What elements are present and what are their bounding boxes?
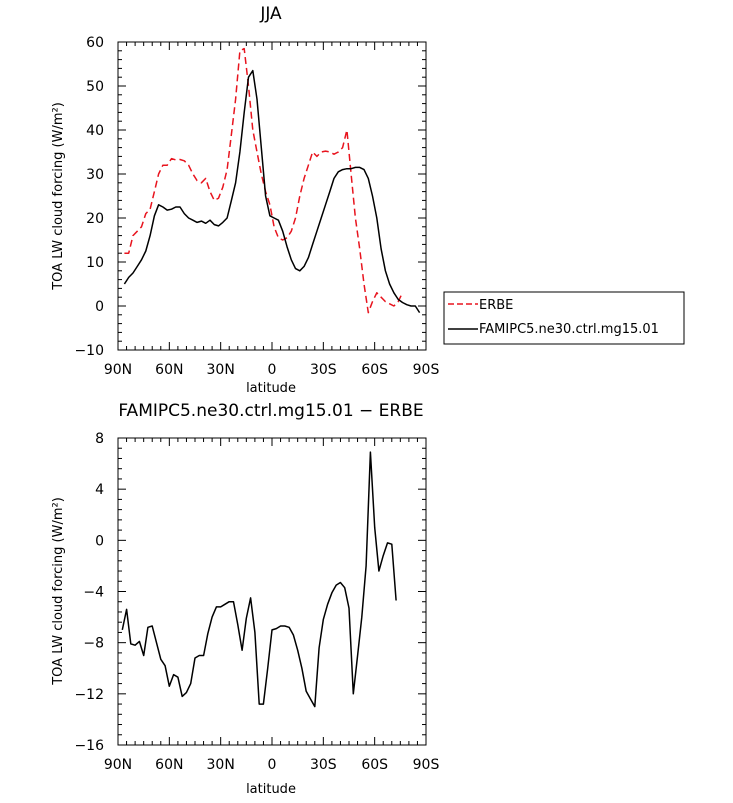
top-x-tick-label: 30S: [310, 362, 337, 378]
bottom-y-tick-label: −8: [83, 636, 104, 652]
top-x-tick-label: 30N: [207, 362, 235, 378]
top-chart-title: JJA: [259, 4, 282, 24]
top-y-tick-label: 50: [86, 79, 104, 95]
top-y-tick-label: 30: [86, 167, 104, 183]
bottom-x-tick-label: 30N: [207, 757, 235, 773]
top-x-tick-label: 0: [268, 362, 277, 378]
bottom-plot-area: 90N 60N 30N 0 30S 60S 90S −16 −12 −8 −4 0 4 8: [74, 431, 439, 773]
top-plot-area: 90N 60N 30N 0 30S 60S 90S −10 0 10 20 30 40 50 60: [74, 35, 439, 378]
legend: ERBE FAMIPC5.ne30.ctrl.mg15.01: [443, 291, 685, 345]
legend-erbe-label: ERBE: [479, 298, 513, 313]
top-x-tick-label: 90S: [413, 362, 440, 378]
bottom-y-tick-label: −4: [83, 585, 104, 601]
legend-model-label: FAMIPC5.ne30.ctrl.mg15.01: [479, 322, 659, 337]
top-y-tick-label: 10: [86, 255, 104, 271]
bottom-y-tick-label: 4: [95, 482, 104, 498]
bottom-plot-frame: [117, 437, 427, 746]
top-x-tick-label: 90N: [104, 362, 132, 378]
bottom-series-line-difference: [121, 451, 397, 708]
top-x-tick-label: 60N: [155, 362, 183, 378]
bottom-chart-panel: FAMIPC5.ne30.ctrl.mg15.01 − ERBE 90N 60N 3…: [51, 401, 439, 797]
top-x-tick-label: 60S: [361, 362, 388, 378]
top-y-tick-label: 40: [86, 123, 104, 139]
top-y-tick-label: 20: [86, 211, 104, 227]
top-series-line-famipc5-ne30-ctrl-mg15-01: [123, 69, 421, 314]
top-y-tick-label: 0: [95, 299, 104, 315]
top-y-tick-label: −10: [74, 343, 104, 359]
bottom-x-axis-label: latitude: [246, 782, 296, 797]
bottom-y-axis-label: TOA LW cloud forcing (W/m²): [51, 497, 66, 686]
bottom-x-tick-label: 60S: [361, 757, 388, 773]
top-x-axis-label: latitude: [246, 381, 296, 396]
bottom-x-tick-label: 60N: [155, 757, 183, 773]
bottom-x-tick-label: 90S: [413, 757, 440, 773]
bottom-y-tick-label: −12: [74, 687, 104, 703]
bottom-x-tick-label: 90N: [104, 757, 132, 773]
top-y-tick-label: 60: [86, 35, 104, 51]
bottom-y-tick-label: 0: [95, 533, 104, 549]
top-plot-frame: [117, 41, 427, 351]
legend-box: [443, 291, 685, 345]
bottom-x-tick-label: 30S: [310, 757, 337, 773]
top-chart-panel: JJA 90N 60N 30N 0 30S 60S 90S−100102030405060 …: [51, 4, 439, 396]
top-series-line-erbe: [124, 47, 404, 314]
bottom-y-tick-label: −16: [74, 738, 104, 754]
bottom-y-tick-label: 8: [95, 431, 104, 447]
top-y-axis-label: TOA LW cloud forcing (W/m²): [51, 102, 66, 291]
bottom-chart-title: FAMIPC5.ne30.ctrl.mg15.01 − ERBE: [118, 401, 423, 421]
bottom-x-tick-label: 0: [268, 757, 277, 773]
